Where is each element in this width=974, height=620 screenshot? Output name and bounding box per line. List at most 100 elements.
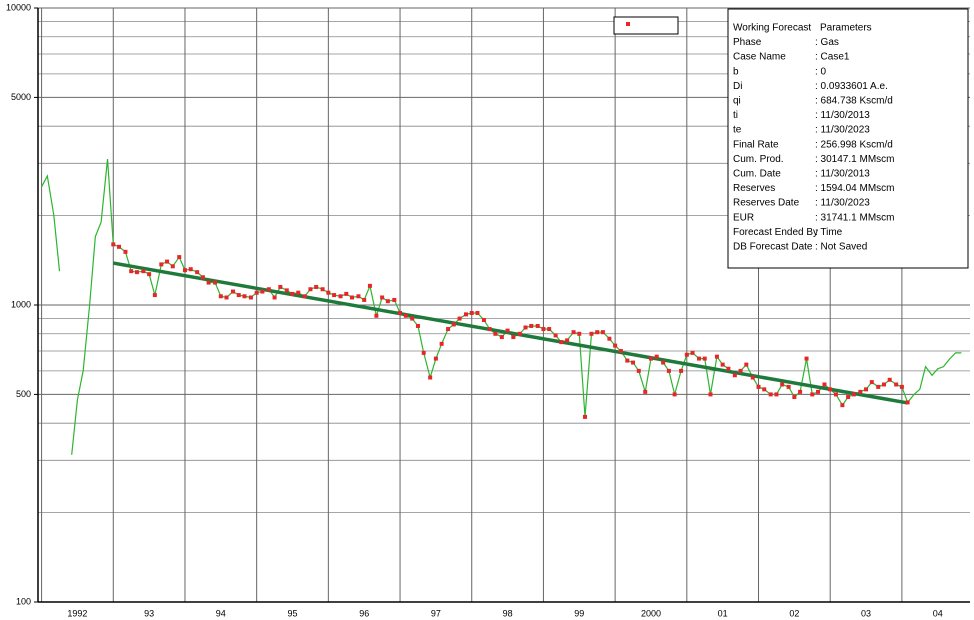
- parameter-name: EUR: [733, 212, 754, 223]
- data-point: [559, 340, 564, 345]
- data-point: [780, 382, 785, 387]
- data-point: [433, 356, 438, 361]
- parameter-value: : Time: [815, 227, 843, 238]
- parameter-value: : 31741.1 MMscm: [815, 212, 894, 223]
- data-point: [697, 356, 702, 361]
- data-point: [446, 327, 451, 332]
- data-point: [583, 414, 588, 419]
- data-point: [218, 294, 223, 299]
- data-point: [123, 249, 128, 254]
- x-tick-label: 99: [574, 608, 584, 618]
- data-point: [356, 294, 361, 299]
- data-point: [367, 283, 372, 288]
- parameter-value: : 0.0933601 A.e.: [815, 81, 888, 92]
- data-point: [876, 384, 881, 389]
- data-point: [296, 290, 301, 295]
- data-point: [541, 327, 546, 332]
- data-point: [260, 289, 265, 294]
- parameter-value: : 11/30/2023: [815, 125, 870, 136]
- data-point: [428, 375, 433, 380]
- data-point: [493, 331, 498, 336]
- parameter-value: : Not Saved: [815, 242, 867, 253]
- data-point: [231, 289, 236, 294]
- data-point: [881, 382, 886, 387]
- data-point: [415, 323, 420, 328]
- data-point: [278, 284, 283, 289]
- data-point: [475, 310, 480, 315]
- data-point: [165, 259, 170, 264]
- data-point: [350, 295, 355, 300]
- data-point: [690, 350, 695, 355]
- parameter-value: : 684.738 Kscm/d: [815, 96, 893, 107]
- parameter-name: Cum. Prod.: [733, 154, 784, 165]
- data-point: [661, 360, 666, 365]
- data-point: [385, 299, 390, 304]
- data-point: [529, 323, 534, 328]
- data-point: [899, 384, 904, 389]
- data-point: [702, 356, 707, 361]
- data-point: [851, 392, 856, 397]
- data-point: [141, 269, 146, 274]
- y-tick-label: 5000: [11, 92, 31, 102]
- plot: [41, 159, 962, 455]
- data-point: [398, 310, 403, 315]
- x-tick-label: 02: [789, 608, 799, 618]
- data-point: [684, 352, 689, 357]
- parameter-name: Final Rate: [733, 139, 779, 150]
- data-point: [206, 280, 211, 285]
- data-point: [236, 293, 241, 298]
- x-tick-label: 1992: [67, 608, 87, 618]
- data-point: [565, 338, 570, 343]
- parameter-value: : 11/30/2023: [815, 198, 870, 209]
- table-box: [727, 8, 969, 269]
- data-point: [111, 242, 116, 247]
- data-point: [894, 382, 899, 387]
- data-point: [134, 270, 139, 275]
- data-point: [320, 287, 325, 292]
- parameter-name: Case Name: [733, 52, 786, 63]
- parameter-table: Working Forecast Parameters Phase: Gas Case…: [727, 8, 969, 269]
- data-point: [535, 323, 540, 328]
- parameter-name: ti: [733, 110, 738, 121]
- data-point: [726, 366, 731, 371]
- data-point: [308, 287, 313, 292]
- data-point: [517, 331, 522, 336]
- y-tick-label: 500: [16, 389, 31, 399]
- x-tick-label: 93: [144, 608, 154, 618]
- data-point: [117, 244, 122, 249]
- data-point: [631, 360, 636, 365]
- data-point: [636, 368, 641, 373]
- data-point: [523, 325, 528, 330]
- parameter-value: : 0: [815, 66, 827, 77]
- parameter-name: Cum. Date: [733, 169, 781, 180]
- data-point: [302, 294, 307, 299]
- data-point: [858, 389, 863, 394]
- parameter-name: Di: [733, 81, 742, 92]
- data-point: [505, 328, 510, 333]
- forecast-line: [112, 261, 908, 405]
- data-point: [547, 327, 552, 332]
- parameter-value: : 11/30/2013: [815, 169, 870, 180]
- data-point: [666, 368, 671, 373]
- data-point: [786, 384, 791, 389]
- parameter-name: b: [733, 66, 739, 77]
- x-tick-label: 96: [359, 608, 369, 618]
- data-point: [768, 392, 773, 397]
- parameter-name: qi: [733, 96, 741, 107]
- data-point: [613, 343, 618, 348]
- data-point: [738, 368, 743, 373]
- x-tick-label: 2000: [641, 608, 661, 618]
- data-point: [481, 318, 486, 323]
- data-point: [840, 403, 845, 408]
- data-point: [254, 290, 259, 295]
- data-point: [332, 293, 337, 298]
- data-point: [177, 255, 182, 260]
- x-tick-label: 95: [287, 608, 297, 618]
- data-point: [618, 349, 623, 354]
- data-point: [182, 268, 187, 273]
- data-point: [571, 330, 576, 335]
- data-point: [732, 373, 737, 378]
- data-point: [272, 295, 277, 300]
